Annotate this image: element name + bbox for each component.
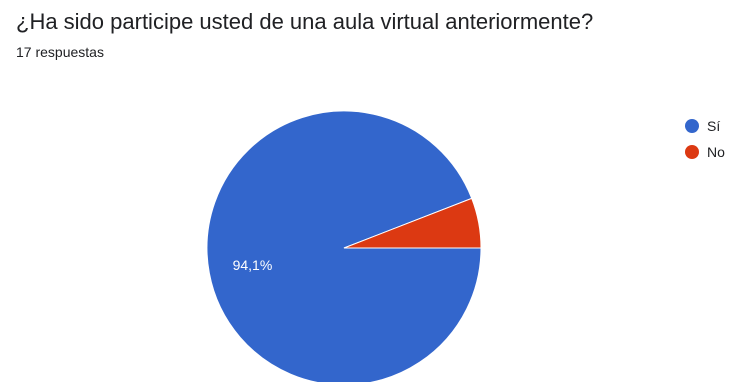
legend-item[interactable]: Sí <box>685 113 725 139</box>
legend-swatch-icon <box>685 145 699 159</box>
legend-swatch-icon <box>685 119 699 133</box>
legend-label: No <box>707 144 725 160</box>
legend-label: Sí <box>707 118 721 134</box>
chart-legend: Sí No <box>685 113 725 165</box>
chart-title: ¿Ha sido participe usted de una aula vir… <box>16 9 594 34</box>
response-count: 17 respuestas <box>16 44 104 60</box>
chart-header: ¿Ha sido participe usted de una aula vir… <box>16 6 716 62</box>
pie-slices <box>206 110 482 382</box>
pie-slice-labels: 94,1% <box>233 257 273 273</box>
pie-slice-label-0: 94,1% <box>233 257 273 273</box>
pie-slice-0[interactable] <box>206 110 482 382</box>
legend-item[interactable]: No <box>685 139 725 165</box>
pie-slice-1[interactable] <box>343 197 482 249</box>
